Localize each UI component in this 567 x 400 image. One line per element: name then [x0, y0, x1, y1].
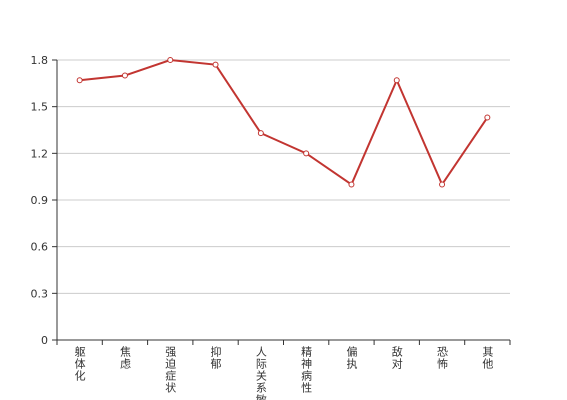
point [121, 72, 128, 79]
y-tick-label: 1.5 [31, 101, 49, 114]
x-tick-label: 恐怖 [436, 346, 449, 370]
x-tick-label: 强迫症状 [164, 346, 177, 394]
x-tick-label: 抑郁 [209, 345, 222, 370]
y-tick-label: 1.8 [31, 54, 49, 67]
point [484, 114, 491, 121]
x-tick-label: 精神病性 [300, 346, 313, 394]
point [212, 61, 219, 68]
point [439, 181, 446, 188]
x-tick-label: 焦虑 [118, 346, 131, 370]
point [167, 57, 174, 63]
x-tick-label: 敌对 [390, 345, 403, 370]
point [76, 77, 83, 84]
y-tick-label: 0 [41, 334, 48, 347]
y-tick-label: 0.9 [31, 194, 49, 207]
y-tick-label: 0.6 [31, 241, 49, 254]
x-tick-label: 偏执 [345, 345, 358, 370]
point [303, 150, 310, 157]
y-tick-label: 1.2 [31, 147, 49, 160]
point [348, 181, 355, 188]
y-tick-label: 0.3 [31, 287, 49, 300]
x-tick-label: 其他 [481, 346, 494, 370]
point [393, 77, 400, 84]
point [257, 130, 264, 137]
x-tick-label: 人际关系敏感 [254, 346, 267, 400]
x-tick-label: 躯体化 [73, 346, 86, 382]
line [79, 58, 489, 187]
